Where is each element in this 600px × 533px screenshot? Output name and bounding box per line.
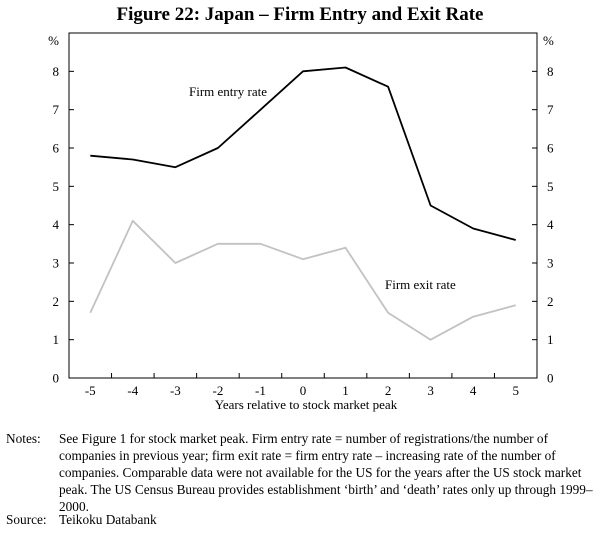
notes-text: See Figure 1 for stock market peak. Firm… (59, 431, 593, 514)
x-tick-label: -3 (170, 383, 181, 398)
x-tick-label: 3 (427, 383, 434, 398)
y-tick-label-right: 4 (547, 217, 554, 232)
y-unit-right: % (543, 33, 554, 48)
chart-title: Figure 22: Japan – Firm Entry and Exit R… (116, 4, 484, 25)
y-tick-label-left: 3 (53, 256, 60, 271)
y-tick-label-left: 5 (53, 179, 60, 194)
notes-label: Notes: (6, 431, 41, 446)
notes: Notes: See Figure 1 for stock market pea… (6, 430, 596, 515)
x-tick-label: 2 (385, 383, 392, 398)
series-line-firm-exit-rate (89, 219, 516, 341)
plot-frame (68, 32, 538, 379)
y-tick-label-left: 7 (53, 102, 60, 117)
source-text: Teikoku Databank (59, 512, 157, 527)
source-label: Source: (6, 512, 47, 527)
y-tick-label-right: 5 (547, 179, 554, 194)
y-tick-label-left: 1 (53, 332, 60, 347)
x-tick-label: -1 (255, 383, 266, 398)
x-tick-label: -2 (212, 383, 223, 398)
y-tick-label-right: 6 (547, 141, 554, 156)
series-label-firm-exit-rate: Firm exit rate (385, 277, 456, 292)
x-tick-label: -5 (85, 383, 96, 398)
line-chart: 0 0 1 1 2 2 3 3 4 4 5 5 6 6 7 7 8 8% % -5 -4 -3 -2 -1 0 1 2 3 4 5 Year… (48, 32, 554, 412)
series-label-firm-entry-rate: Firm entry rate (189, 84, 267, 99)
x-tick-label: 1 (342, 383, 349, 398)
y-unit-left: % (48, 33, 59, 48)
y-tick-label-right: 8 (547, 64, 554, 79)
y-tick-label-left: 8 (53, 64, 60, 79)
y-tick-label-left: 6 (53, 141, 60, 156)
y-tick-label-right: 1 (547, 332, 554, 347)
y-tick-label-right: 0 (547, 371, 554, 386)
x-tick-label: 5 (512, 383, 519, 398)
y-tick-label-left: 0 (53, 371, 60, 386)
source: Source: Teikoku Databank (6, 512, 157, 528)
y-tick-label-right: 3 (547, 256, 554, 271)
x-tick-label: 0 (300, 383, 307, 398)
series-line-firm-entry-rate (90, 66, 516, 241)
y-tick-label-left: 4 (53, 217, 60, 232)
x-axis-label: Years relative to stock market peak (215, 397, 398, 412)
y-tick-label-right: 2 (547, 294, 554, 309)
y-tick-label-left: 2 (53, 294, 60, 309)
x-tick-label: -4 (127, 383, 138, 398)
y-tick-label-right: 7 (547, 102, 554, 117)
x-tick-label: 4 (470, 383, 477, 398)
